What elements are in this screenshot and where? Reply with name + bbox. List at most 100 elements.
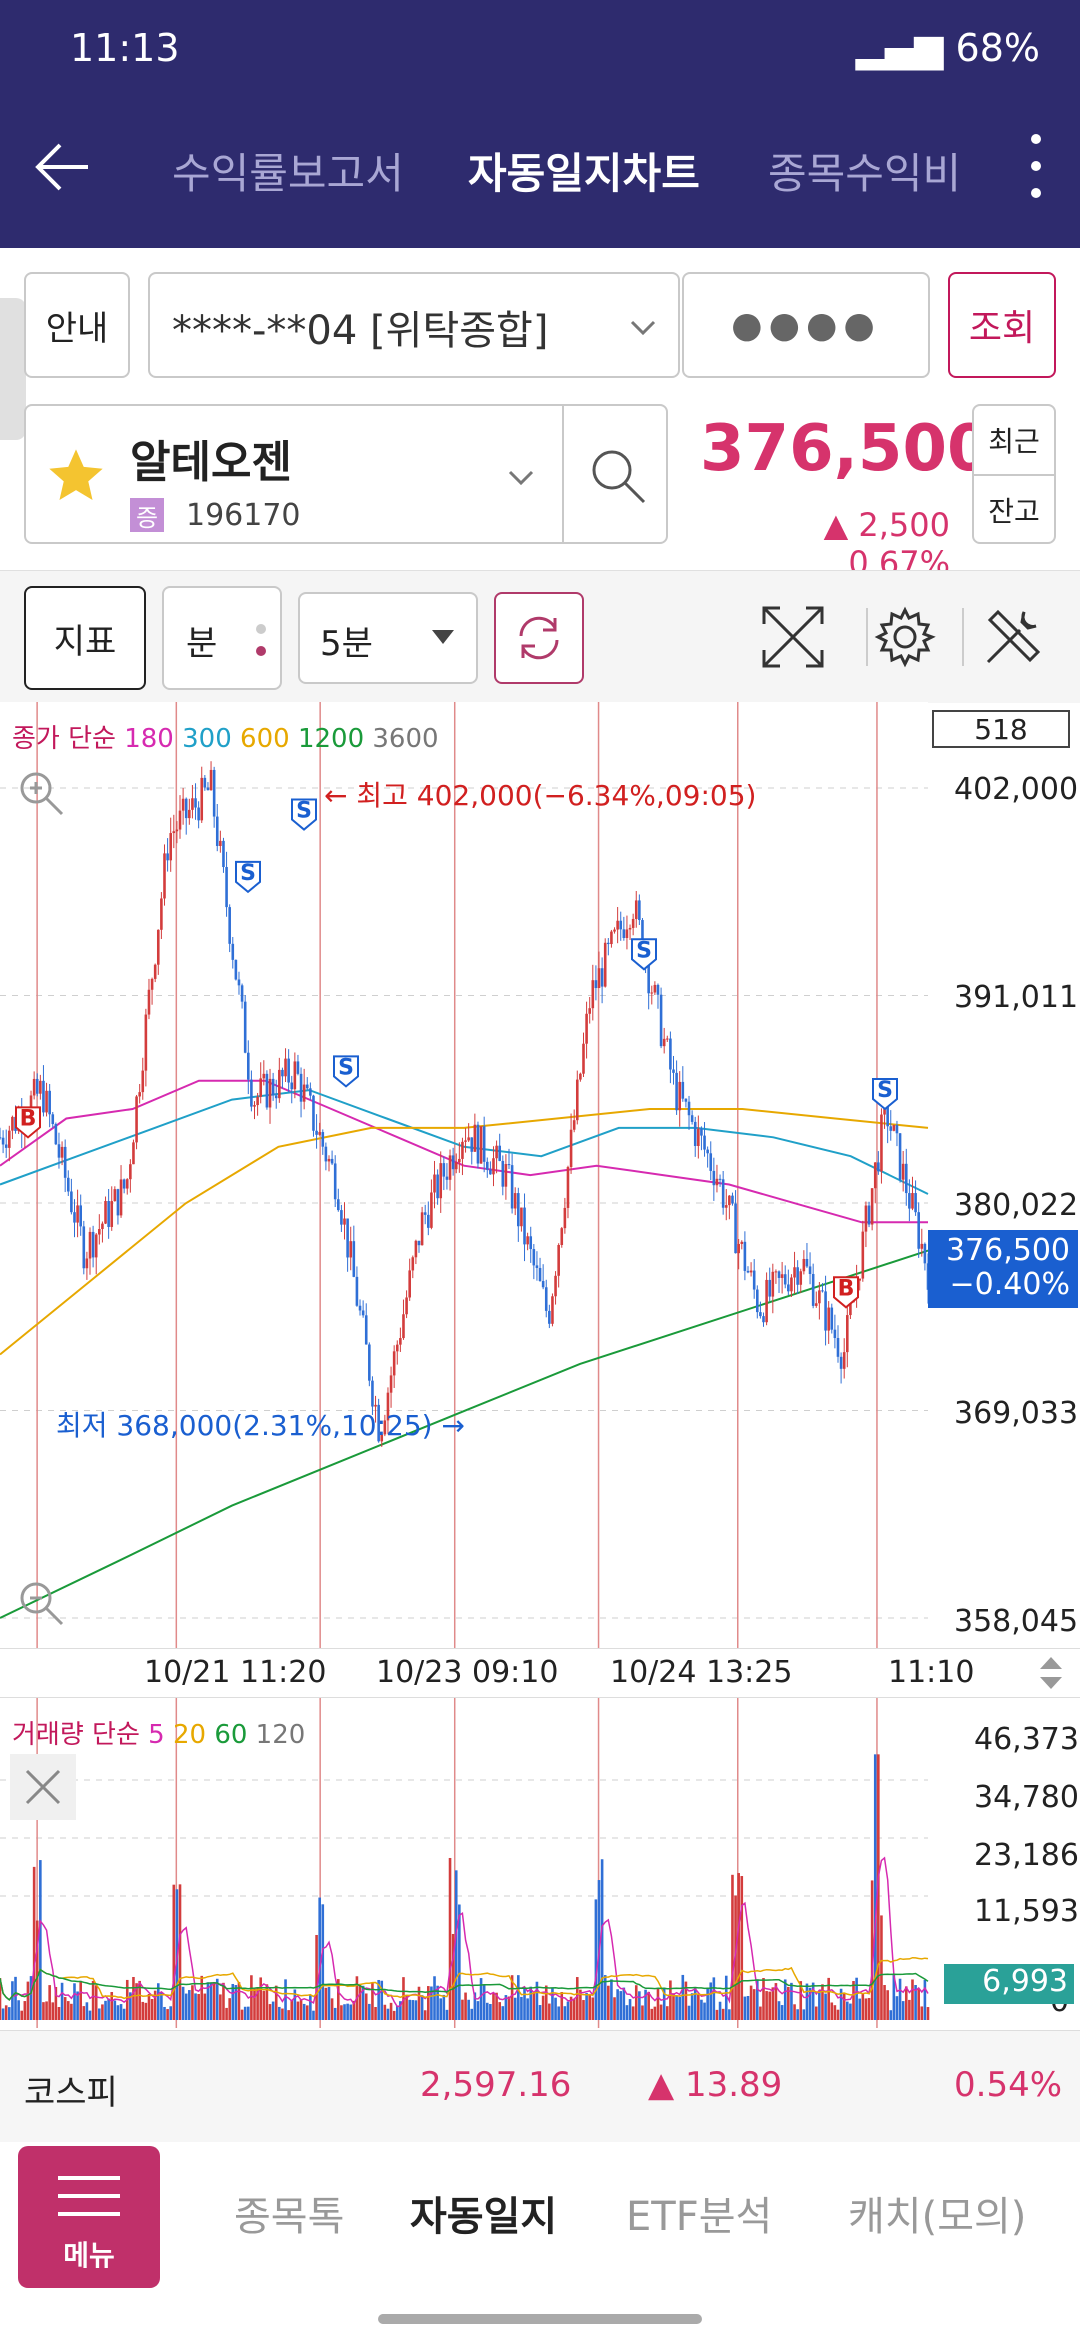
candle-body <box>746 1270 750 1273</box>
balance-button[interactable]: 잔고 <box>988 495 1040 528</box>
tab-stock-profit[interactable]: 종목수익비 <box>768 149 962 198</box>
volume-chart-svg[interactable] <box>0 1698 1080 2028</box>
bottom-nav: 메뉴 종목톡 자동일지 ETF분석 캐치(모의) <box>0 2142 1080 2340</box>
candle-body <box>144 1014 148 1071</box>
indicator-button[interactable]: 지표 <box>24 586 146 690</box>
candle-body <box>485 1161 489 1170</box>
candle-body <box>616 920 619 930</box>
volume-bar <box>305 2005 309 2020</box>
fullscreen-icon[interactable] <box>760 604 826 670</box>
zoom-out-icon[interactable] <box>14 1576 68 1630</box>
nav-etf-analysis[interactable]: ETF분석 <box>626 2194 773 2240</box>
menu-button[interactable]: 메뉴 <box>18 2146 160 2288</box>
volume-bar <box>386 2008 390 2020</box>
candle-body <box>287 1058 290 1083</box>
kospi-bar[interactable]: 코스피 2,597.16 ▲ 13.89 0.54% <box>0 2030 1080 2144</box>
volume-bar <box>39 1860 42 2020</box>
tools-icon[interactable] <box>980 604 1046 670</box>
volume-bar <box>873 1754 877 2020</box>
candle-body <box>184 798 188 819</box>
volume-bar <box>675 1995 678 2020</box>
volume-chart[interactable]: 거래량 단순 5 20 60 120 46,373 34,780 23,186 … <box>0 1698 1080 2028</box>
tab-auto-journal-chart[interactable]: 자동일지차트 <box>468 149 700 198</box>
volume-bar <box>330 1998 334 2020</box>
sell-signal-marker: S <box>333 1055 359 1088</box>
candle-body <box>752 1270 756 1290</box>
zoom-in-icon[interactable] <box>14 766 68 820</box>
volume-bar <box>585 1993 588 2020</box>
signal-shape <box>235 860 261 894</box>
candle-body <box>610 931 613 945</box>
candle-body <box>408 1270 411 1298</box>
kebab-menu-icon[interactable] <box>1026 130 1046 200</box>
account-select[interactable]: ****-**04 [위탁종합] <box>148 272 680 378</box>
volume-bar <box>821 1984 824 2020</box>
close-volume-button[interactable] <box>10 1754 76 1820</box>
gear-icon[interactable] <box>872 604 938 670</box>
nav-stock-talk[interactable]: 종목톡 <box>234 2194 345 2240</box>
candle-body <box>507 1164 511 1166</box>
volume-bar <box>737 1873 740 2020</box>
low-annotation: 최저 368,000(2.31%,10:25) → <box>56 1409 465 1442</box>
candle-body <box>11 1116 14 1131</box>
password-field[interactable]: ●●●● <box>682 272 930 378</box>
volume-bar <box>147 1993 151 2020</box>
interval-select[interactable]: 5분 <box>298 592 478 684</box>
volume-bar <box>659 2004 663 2020</box>
scroll-arrows-icon[interactable] <box>1036 1653 1066 1693</box>
volume-bar <box>23 2001 27 2020</box>
volume-bar <box>57 2007 61 2020</box>
nav-catch-mock[interactable]: 캐치(모의) <box>848 2194 1027 2240</box>
candle-body <box>585 1013 588 1044</box>
volume-bar <box>113 2000 117 2020</box>
volume-bar <box>647 1991 650 2020</box>
volume-bar <box>433 1976 436 2020</box>
star-icon[interactable] <box>44 444 108 508</box>
search-icon[interactable] <box>586 444 650 508</box>
volume-ma-line <box>0 1856 929 2008</box>
nav-auto-journal[interactable]: 자동일지 <box>410 2194 558 2240</box>
volume-bar <box>250 1975 253 2020</box>
volume-bar <box>510 1975 514 2020</box>
volume-bar <box>228 1998 231 2020</box>
tab-profit-report[interactable]: 수익률보고서 <box>172 149 404 198</box>
volume-bar <box>411 2000 415 2020</box>
refresh-button[interactable] <box>494 592 584 684</box>
candle-body <box>588 1008 591 1014</box>
candle-body <box>259 1078 263 1097</box>
volume-bar <box>669 1980 672 2020</box>
volume-bar <box>796 2009 799 2020</box>
volume-bar <box>150 1999 154 2020</box>
recent-button[interactable]: 최근 <box>974 406 1054 476</box>
candle-body <box>842 1352 846 1369</box>
volume-bar <box>321 1904 325 2020</box>
volume-bar <box>628 1999 632 2020</box>
query-button[interactable]: 조회 <box>948 272 1056 378</box>
candle-body <box>709 1153 713 1171</box>
minute-button[interactable]: 분 <box>162 586 282 690</box>
guide-button[interactable]: 안내 <box>24 272 130 378</box>
candle-body <box>923 1243 927 1264</box>
candle-body <box>607 942 610 945</box>
candle-body <box>445 1176 449 1180</box>
volume-bar <box>811 1982 815 2020</box>
buy-signal-marker: B <box>833 1276 859 1309</box>
candle-body <box>225 867 228 908</box>
stock-selector[interactable]: 알테오젠 증 196170 <box>24 404 668 544</box>
back-button[interactable] <box>28 132 98 202</box>
candle-body <box>678 1081 682 1111</box>
price-chart-svg[interactable]: B S S S S B S <box>0 702 1080 1648</box>
volume-bar <box>538 2005 542 2020</box>
candle-body <box>755 1289 759 1313</box>
candle-body <box>805 1258 809 1267</box>
volume-bar <box>225 2007 228 2020</box>
stock-name: 알테오젠 <box>130 437 292 488</box>
buy-signal-marker: B <box>15 1106 41 1139</box>
volume-bar <box>780 2005 784 2020</box>
side-handle[interactable] <box>0 298 26 440</box>
candle-body <box>293 1061 297 1090</box>
candle-body <box>802 1258 806 1272</box>
volume-bar <box>582 2000 585 2020</box>
volume-bar <box>827 1977 830 2020</box>
